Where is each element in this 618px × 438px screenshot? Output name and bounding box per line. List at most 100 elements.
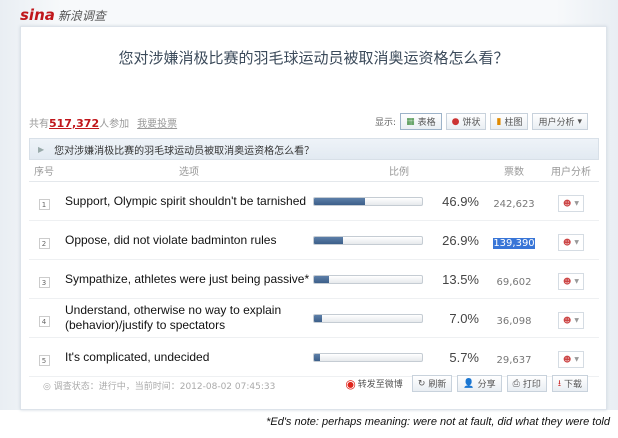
chevron-down-icon: ▼: [574, 277, 579, 285]
seq-cell: 3: [29, 270, 59, 289]
seq-cell: 5: [29, 348, 59, 367]
vote-count: 242,623: [493, 198, 535, 210]
share-button[interactable]: 👤 分享: [457, 375, 502, 392]
percent: 46.9%: [442, 193, 479, 209]
table-row: 3 Sympathize, athletes were just being p…: [29, 260, 599, 299]
table-row: 2 Oppose, did not violate badminton rule…: [29, 221, 599, 260]
user-analysis-button[interactable]: ☻ ▼: [558, 194, 584, 212]
vote-count: 36,098: [496, 315, 532, 327]
header-user-analysis: 用户分析: [551, 167, 591, 178]
user-analysis-button[interactable]: ☻ ▼: [558, 350, 584, 368]
avatar-icon: ☻: [563, 354, 572, 364]
pie-view-button[interactable]: ● 饼状: [445, 113, 487, 130]
label: 打印: [522, 380, 541, 390]
question-strip: ▶ 您对涉嫌消极比赛的羽毛球运动员被取消奥运资格怎么看？: [29, 138, 599, 160]
seq-cell: 4: [29, 309, 59, 328]
table-view-button[interactable]: ▦ 表格: [400, 113, 442, 130]
brand: sina: [20, 6, 55, 24]
progress-fill: [314, 353, 321, 361]
user-analysis-dropdown[interactable]: 用户分析 ▾: [532, 113, 588, 130]
download-button[interactable]: ⭳ 下载: [551, 375, 588, 392]
print-button[interactable]: ⎙ 打印: [506, 375, 547, 392]
survey-panel: 您对涉嫌消极比赛的羽毛球运动员被取消奥运资格怎么看？ 共有517,372人参加我…: [20, 26, 607, 410]
option-text: Support, Olympic spirit shouldn't be tar…: [65, 193, 307, 208]
ratio-cell: 26.9%: [313, 233, 485, 248]
download-icon: ⭳: [557, 378, 561, 389]
table-header: 序号 选项 比例 票数 用户分析: [29, 160, 599, 182]
user-analysis-button[interactable]: ☻ ▼: [558, 311, 584, 329]
label: 分享: [477, 380, 496, 390]
chevron-down-icon: ▼: [574, 199, 579, 207]
seq-number: 2: [38, 237, 50, 249]
percent: 5.7%: [449, 349, 479, 365]
prefix: 共有: [29, 119, 49, 130]
label: 转发至微博: [357, 380, 403, 390]
user-analysis-button[interactable]: ☻ ▼: [558, 272, 584, 290]
option-text: It's complicated, undecided: [65, 349, 210, 364]
editor-note: *Ed's note: perhaps meaning: were not at…: [266, 416, 610, 428]
participant-count[interactable]: 517,372: [49, 117, 100, 130]
percent: 13.5%: [442, 271, 479, 287]
header-seq: 序号: [34, 167, 54, 178]
ratio-cell: 5.7%: [313, 350, 485, 365]
avatar-icon: ☻: [563, 276, 572, 286]
grid-icon: ▦: [406, 116, 415, 127]
avatar-icon: ☻: [563, 198, 572, 208]
label: 下载: [563, 380, 582, 390]
chevron-down-icon: ▾: [577, 116, 582, 127]
option-text: Sympathize, athletes were just being pas…: [65, 271, 310, 286]
progress-fill: [314, 275, 329, 283]
user-analysis-button[interactable]: ☻ ▼: [558, 233, 584, 251]
option-text: Oppose, did not violate badminton rules: [65, 232, 277, 247]
bar-view-button[interactable]: ▮ 柱图: [490, 113, 529, 130]
label: 表格: [417, 118, 436, 128]
avatar-icon: ☻: [563, 237, 572, 247]
page-title: 您对涉嫌消极比赛的羽毛球运动员被取消奥运资格怎么看？: [118, 49, 509, 67]
avatar-icon: ☻: [563, 315, 572, 325]
vote-count: 139,390: [493, 237, 535, 249]
table-row: 1 Support, Olympic spirit shouldn't be t…: [29, 182, 599, 221]
progress-fill: [314, 236, 344, 244]
label: 用户分析: [538, 118, 575, 128]
progress-bar: [313, 196, 423, 206]
option-text: Understand, otherwise no way to explain …: [65, 303, 282, 332]
table-row: 5 It's complicated, undecided 5.7% 29,63…: [29, 338, 599, 377]
display-label: 显示:: [375, 118, 397, 128]
seq-number: 3: [38, 276, 50, 288]
percent: 26.9%: [442, 232, 479, 248]
weibo-icon: ◉: [345, 376, 356, 391]
share-weibo-button[interactable]: ◉ 转发至微博: [345, 377, 403, 391]
suffix: 人参加: [99, 119, 130, 130]
participants-info: 共有517,372人参加 我要投票: [29, 115, 177, 130]
seq-number: 5: [38, 354, 50, 366]
refresh-button[interactable]: ↻ 刷新: [411, 375, 453, 392]
seq-cell: 1: [29, 192, 59, 211]
header-ratio: 比例: [389, 167, 409, 178]
refresh-icon: ↻: [417, 378, 426, 389]
ratio-cell: 7.0%: [313, 311, 485, 326]
bar-chart-icon: ▮: [496, 116, 502, 127]
vote-count: 69,602: [496, 276, 532, 288]
chevron-down-icon: ▼: [574, 355, 579, 363]
label: 饼状: [462, 118, 481, 128]
seq-cell: 2: [29, 231, 59, 250]
print-icon: ⎙: [512, 378, 520, 389]
triangle-right-icon: ▶: [38, 144, 45, 154]
vote-count: 29,637: [496, 354, 532, 366]
ratio-cell: 13.5%: [313, 272, 485, 287]
progress-bar: [313, 352, 423, 362]
user-icon: 👤: [463, 378, 475, 389]
table-row: 4 Understand, otherwise no way to explai…: [29, 299, 599, 338]
survey-status: ◎ 调查状态：进行中，当前时间：2012-08-02 07:45:33: [43, 382, 276, 392]
pie-chart-icon: ●: [451, 116, 460, 127]
label: 刷新: [428, 380, 447, 390]
label: 柱图: [504, 118, 523, 128]
progress-bar: [313, 235, 423, 245]
vote-link[interactable]: 我要投票: [137, 119, 178, 130]
header-votes: 票数: [504, 167, 524, 178]
progress-fill: [314, 314, 322, 322]
question-text: 您对涉嫌消极比赛的羽毛球运动员被取消奥运资格怎么看？: [54, 145, 315, 157]
seq-number: 4: [38, 315, 50, 327]
progress-fill: [314, 197, 365, 205]
logo-subtitle: 新浪调查: [57, 9, 106, 23]
